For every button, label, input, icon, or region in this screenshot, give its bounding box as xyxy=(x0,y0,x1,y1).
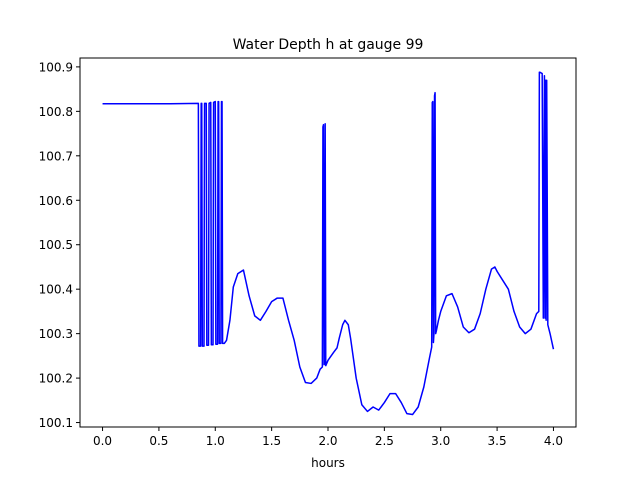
y-tick-label: 100.8 xyxy=(39,105,73,119)
y-axis: 100.1 100.2 100.3 100.4 100.5 100.6 100.7 100.8… xyxy=(39,60,80,430)
y-tick-label: 100.5 xyxy=(39,238,73,252)
x-tick-label: 0.0 xyxy=(93,434,112,448)
x-axis-label: hours xyxy=(311,456,345,470)
y-tick-label: 100.7 xyxy=(39,149,73,163)
x-tick-label: 4.0 xyxy=(544,434,563,448)
y-tick-label: 100.2 xyxy=(39,372,73,386)
x-tick-label: 3.5 xyxy=(488,434,507,448)
chart-title: Water Depth h at gauge 99 xyxy=(233,37,424,53)
plot-area xyxy=(102,71,555,416)
series-line-1 xyxy=(102,71,555,416)
x-axis: 0.0 0.5 1.0 1.5 2.0 2.5 3.0 3.5 4.0 xyxy=(93,427,563,448)
x-tick-label: 1.0 xyxy=(206,434,225,448)
x-tick-label: 2.0 xyxy=(318,434,337,448)
y-tick-label: 100.9 xyxy=(39,60,73,74)
x-tick-label: 2.5 xyxy=(375,434,394,448)
x-tick-label: 1.5 xyxy=(262,434,281,448)
x-tick-label: 3.0 xyxy=(431,434,450,448)
x-tick-label: 0.5 xyxy=(149,434,168,448)
y-tick-label: 100.3 xyxy=(39,327,73,341)
y-tick-label: 100.1 xyxy=(39,416,73,430)
y-tick-label: 100.4 xyxy=(39,283,73,297)
y-tick-label: 100.6 xyxy=(39,194,73,208)
